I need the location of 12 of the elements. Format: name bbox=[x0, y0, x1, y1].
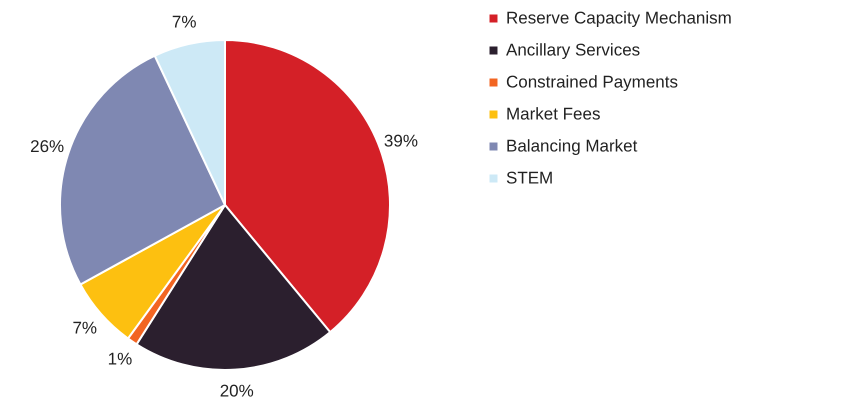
legend-label: Balancing Market bbox=[506, 136, 638, 156]
data-label: 7% bbox=[172, 12, 196, 32]
data-label: 20% bbox=[220, 382, 254, 401]
data-label: 1% bbox=[108, 350, 132, 369]
legend-label: STEM bbox=[506, 168, 554, 188]
legend-label: Constrained Payments bbox=[506, 72, 678, 92]
data-label: 39% bbox=[384, 132, 418, 151]
data-label: 7% bbox=[72, 318, 98, 338]
legend-label: Ancillary Services bbox=[506, 40, 640, 60]
legend-label: Market Fees bbox=[506, 104, 600, 124]
data-label: 26% bbox=[30, 137, 64, 156]
legend-label: Reserve Capacity Mechanism bbox=[506, 8, 732, 28]
